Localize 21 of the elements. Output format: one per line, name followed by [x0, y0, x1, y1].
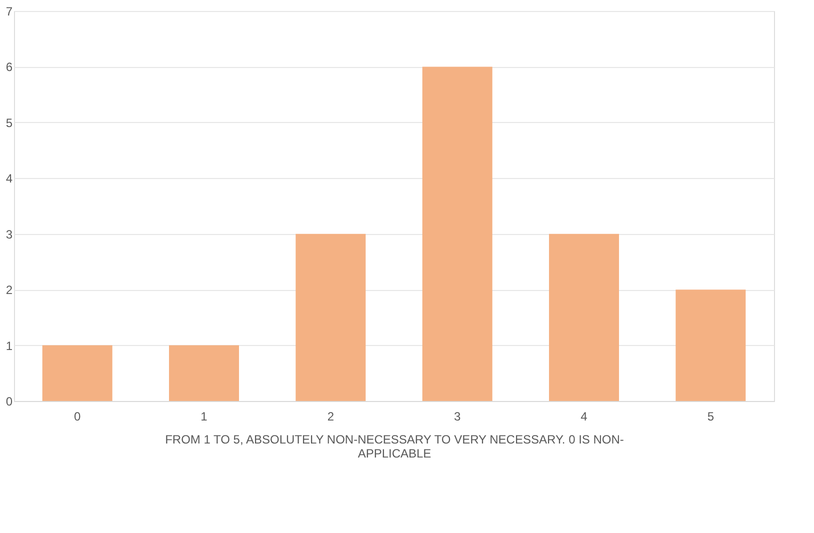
- bar: [169, 345, 239, 401]
- y-tick-label: 3: [6, 227, 13, 242]
- x-tick-label: 5: [707, 410, 714, 424]
- y-tick-label: 1: [6, 338, 13, 353]
- x-tick-label: 3: [454, 410, 461, 424]
- bar: [42, 345, 112, 401]
- x-axis-title: FROM 1 TO 5, ABSOLUTELY NON-NECESSARY TO VERY NECESSARY. 0 IS NON-APPLICABLE: [165, 432, 624, 460]
- y-tick-label: 0: [6, 394, 13, 408]
- y-tick-label: 6: [6, 60, 13, 74]
- bar: [422, 66, 492, 401]
- bar: [676, 290, 746, 401]
- bar: [549, 234, 619, 401]
- x-tick-label: 0: [74, 410, 81, 424]
- bar: [296, 234, 366, 401]
- y-tick-label: 2: [6, 283, 13, 298]
- y-tick-label: 7: [6, 4, 13, 18]
- x-tick-label: 1: [200, 410, 208, 424]
- x-tick-label: 2: [327, 410, 334, 424]
- y-tick-label: 4: [6, 172, 13, 186]
- y-tick-label: 5: [6, 116, 13, 130]
- x-tick-label: 4: [580, 410, 588, 424]
